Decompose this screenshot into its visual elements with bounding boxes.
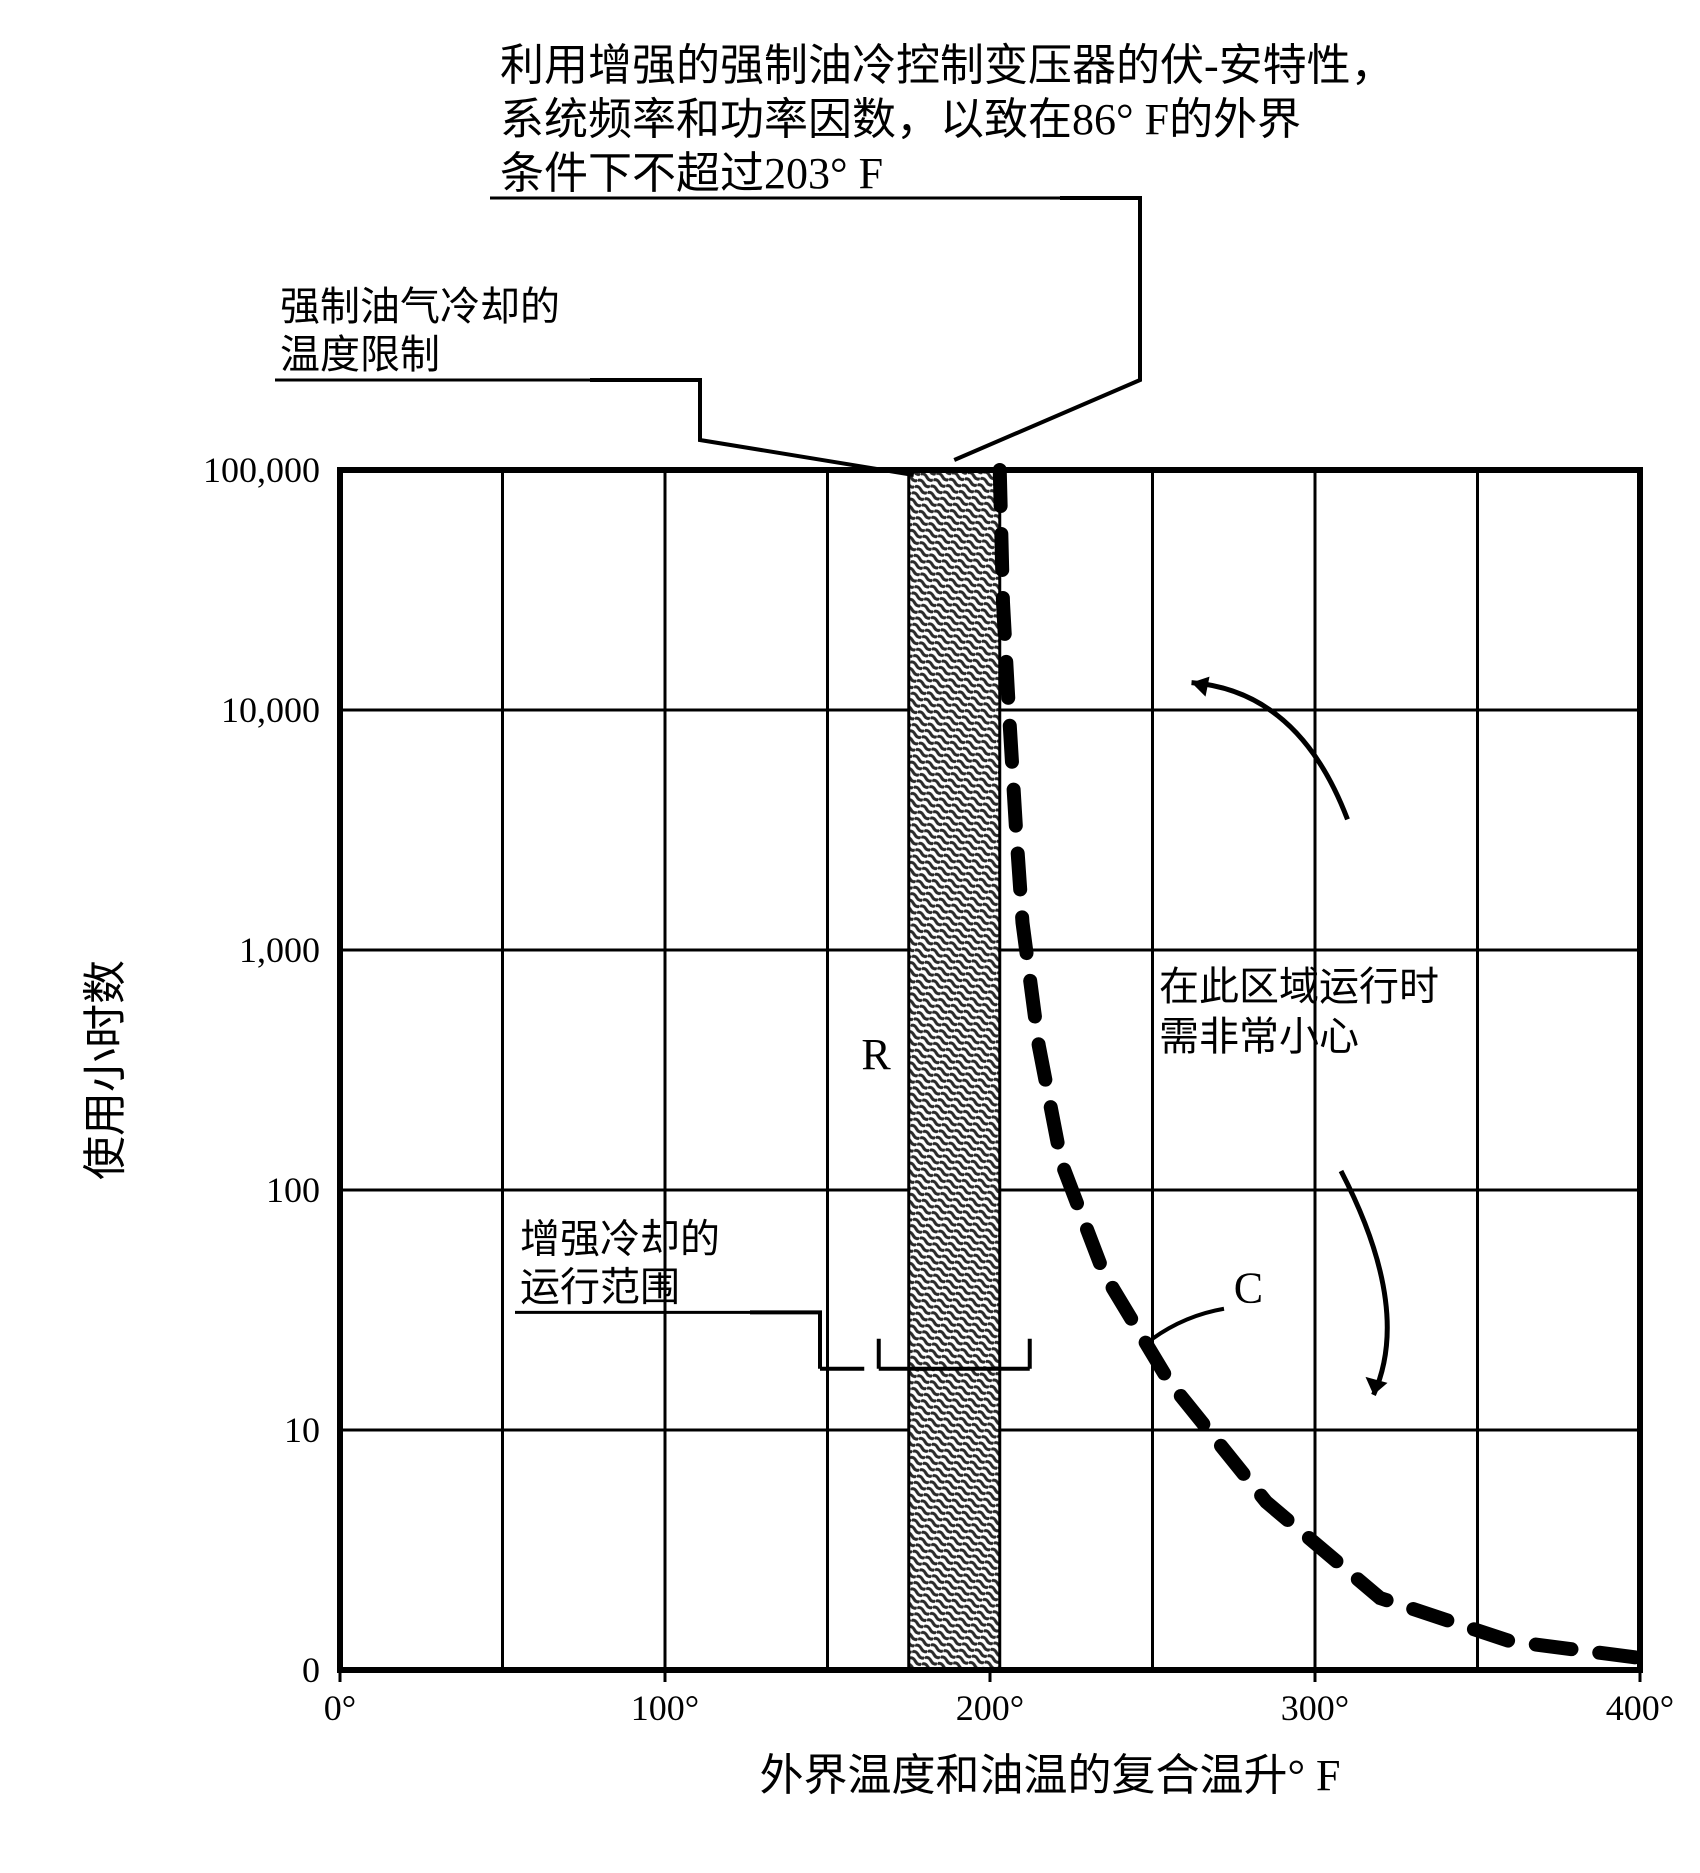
x-tick-label: 0° <box>324 1688 356 1728</box>
y-tick-label: 1,000 <box>239 930 320 970</box>
leader-left-box <box>590 380 914 475</box>
x-tick-label: 100° <box>631 1688 699 1728</box>
label-forced-oil-limit: 强制油气冷却的 <box>280 284 560 329</box>
chart-title-line: 利用增强的强制油冷控制变压器的伏-安特性， <box>500 41 1395 90</box>
y-tick-label: 0 <box>302 1650 320 1690</box>
label-forced-oil-limit: 温度限制 <box>280 332 440 377</box>
curve-letter-C: C <box>1234 1263 1263 1312</box>
chart-title-line: 系统频率和功率因数，以致在86° F的外界 <box>500 95 1301 144</box>
y-axis-title: 使用小时数 <box>81 960 130 1180</box>
chart-svg: 0° 100° 200° 300° 400° 外界温度和油温的复合温升° F 0 10 100 1… <box>20 20 1700 1853</box>
figure-root: 0° 100° 200° 300° 400° 外界温度和油温的复合温升° F 0 10 100 1… <box>20 20 1700 1853</box>
leader-title-to-band <box>954 198 1140 460</box>
chart-title-line: 条件下不超过203° F <box>500 149 883 198</box>
x-axis-title: 外界温度和油温的复合温升° F <box>759 1751 1340 1800</box>
y-tick-label: 100,000 <box>203 450 320 490</box>
label-caution-region: 在此区域运行时 <box>1159 964 1439 1009</box>
label-caution-region: 需非常小心 <box>1159 1014 1359 1059</box>
y-tick-label: 100 <box>266 1170 320 1210</box>
y-tick-label: 10 <box>284 1410 320 1450</box>
y-tick-label: 10,000 <box>221 690 320 730</box>
label-enhanced-cooling-range: 运行范围 <box>520 1264 680 1309</box>
label-enhanced-cooling-range: 增强冷却的 <box>520 1216 720 1261</box>
x-tick-label: 400° <box>1606 1688 1674 1728</box>
region-letter-R: R <box>861 1030 891 1079</box>
x-tick-label: 300° <box>1281 1688 1349 1728</box>
band-R <box>909 470 1000 1670</box>
x-tick-label: 200° <box>956 1688 1024 1728</box>
